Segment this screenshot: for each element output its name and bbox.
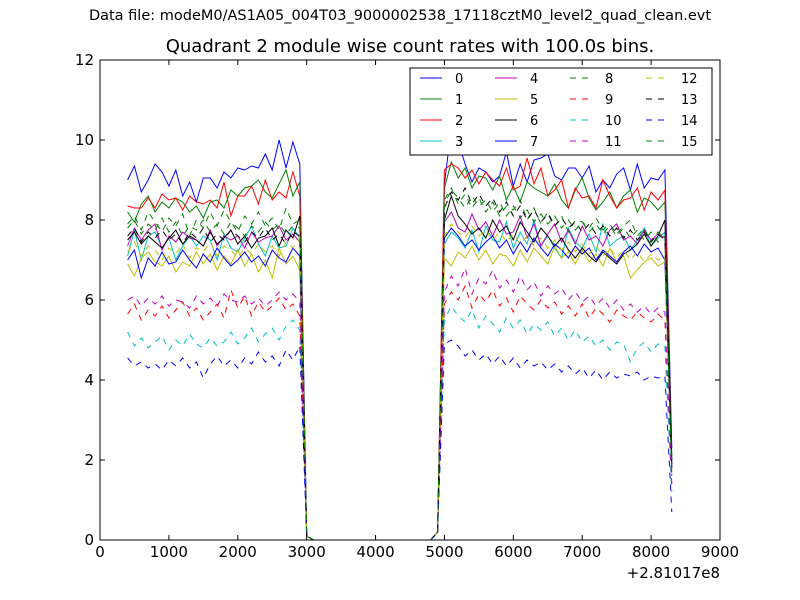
x-offset-label: +2.81017e8 [627,564,720,582]
x-tick-label: 3000 [288,543,326,561]
x-tick-label: 8000 [632,543,670,561]
legend-label-8: 8 [605,72,613,87]
legend-label-12: 12 [681,72,698,87]
legend-label-10: 10 [605,114,622,129]
x-tick-label: 6000 [494,543,532,561]
x-tick-label: 9000 [701,543,739,561]
legend-label-7: 7 [530,135,538,150]
x-axis-ticks: 0 1000 2000 3000 4000 5000 6000 7000 8000 9000 [95,60,739,561]
y-tick-label: 10 [75,131,94,149]
series-line-6 [127,194,673,541]
series-line-8 [127,186,673,541]
y-tick-label: 0 [84,531,94,549]
series-line-3 [127,218,673,541]
x-tick-label: 0 [95,543,105,561]
legend-label-2: 2 [455,114,463,129]
series-line-10 [127,305,673,541]
series-line-5 [127,244,673,541]
x-tick-label: 7000 [563,543,601,561]
legend-label-13: 13 [681,93,698,108]
legend-label-6: 6 [530,114,538,129]
legend-label-5: 5 [530,93,538,108]
x-tick-label: 5000 [425,543,463,561]
x-tick-label: 2000 [219,543,257,561]
series-line-9 [127,284,673,541]
legend-label-0: 0 [455,72,463,87]
y-tick-label: 12 [75,51,94,69]
legend-label-3: 3 [455,135,463,150]
legend-label-4: 4 [530,72,538,87]
series-line-1 [127,160,673,541]
legend-label-1: 1 [455,93,463,108]
legend-label-9: 9 [605,93,613,108]
series-line-12 [127,223,673,541]
y-tick-label: 4 [84,371,94,389]
legend-label-15: 15 [681,135,698,150]
y-tick-label: 6 [84,291,94,309]
x-tick-label: 4000 [356,543,394,561]
series-line-13 [127,186,673,541]
legend-label-11: 11 [605,135,622,150]
series-line-0 [127,126,673,541]
series-line-11 [127,266,673,541]
series-line-14 [127,339,673,541]
x-tick-label: 1000 [150,543,188,561]
plot-lines [127,126,673,541]
series-line-2 [127,157,673,541]
y-tick-label: 8 [84,211,94,229]
data-file-header: Data file: modeM0/AS1A05_004T03_90000025… [88,8,712,24]
legend-label-14: 14 [681,114,698,129]
y-tick-label: 2 [84,451,94,469]
series-line-15 [127,189,673,541]
series-line-7 [127,227,673,541]
chart-title: Quadrant 2 module wise count rates with … [165,36,655,57]
